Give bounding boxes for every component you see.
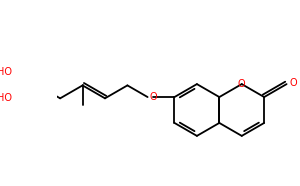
Text: O: O bbox=[289, 78, 297, 88]
Text: HO: HO bbox=[0, 93, 12, 103]
Text: O: O bbox=[238, 79, 246, 89]
Text: O: O bbox=[149, 92, 157, 102]
Text: HO: HO bbox=[0, 68, 12, 77]
